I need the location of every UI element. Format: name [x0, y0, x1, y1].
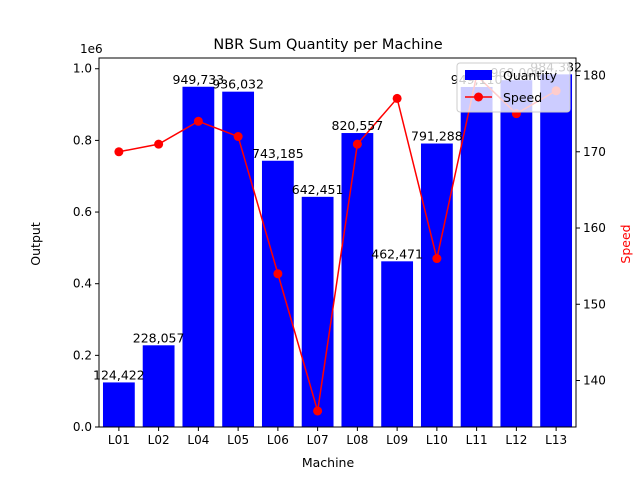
legend: Quantity Speed — [456, 62, 571, 113]
speed-point-L07 — [313, 406, 323, 416]
x-tick-label-L08: L08 — [346, 433, 368, 447]
bar-L13 — [540, 74, 573, 427]
bar-L10 — [420, 143, 453, 427]
y2-tick-label-3: 170 — [583, 145, 606, 159]
legend-swatch-speed-marker — [474, 92, 483, 102]
chart-title: NBR Sum Quantity per Machine — [213, 37, 442, 53]
bar-L05 — [222, 91, 255, 428]
y-tick-label-0: 0.0 — [73, 420, 92, 434]
x-axis-label: Machine — [302, 455, 355, 470]
speed-point-L08 — [352, 139, 362, 149]
data-label-L10: 791,288 — [411, 129, 463, 144]
data-label-L07: 642,451 — [292, 182, 344, 197]
data-label-L04: 949,733 — [173, 72, 225, 87]
y-tick-label-3: 0.6 — [73, 205, 92, 219]
bar-L08 — [341, 133, 374, 428]
speed-point-L01 — [114, 147, 124, 157]
x-tick-label-L10: L10 — [426, 433, 448, 447]
legend-label-speed: Speed — [503, 90, 542, 105]
data-label-L01: 124,422 — [93, 367, 145, 382]
y2-tick-label-0: 140 — [583, 373, 606, 387]
x-tick-label-L13: L13 — [545, 433, 567, 447]
bar-L04 — [182, 86, 215, 427]
data-label-L09: 462,471 — [371, 246, 423, 261]
x-tick-label-L04: L04 — [187, 433, 209, 447]
bar-L09 — [381, 261, 414, 427]
bars-group — [102, 74, 573, 428]
bar-L11 — [460, 86, 493, 428]
legend-swatch-quantity — [465, 70, 492, 80]
y2-tick-label-1: 150 — [583, 297, 606, 311]
y2-ticks-group: 140 150 160 170 180 — [576, 69, 606, 387]
x-tick-label-L01: L01 — [108, 433, 130, 447]
y-tick-label-1: 0.2 — [73, 348, 92, 362]
y-axis-label: Output — [28, 222, 43, 266]
bar-L12 — [500, 80, 533, 428]
axes-group — [98, 57, 577, 428]
plot-frame — [98, 57, 577, 428]
x-tick-label-L05: L05 — [227, 433, 249, 447]
y2-tick-label-2: 160 — [583, 221, 606, 235]
bar-L06 — [261, 160, 294, 427]
x-tick-label-L06: L06 — [267, 433, 289, 447]
speed-point-L04 — [193, 116, 203, 126]
speed-point-L06 — [273, 269, 283, 279]
data-label-L08: 820,557 — [332, 118, 384, 133]
y-tick-label-5: 1.0 — [73, 62, 92, 76]
y-ticks-group: 0.0 0.2 0.4 0.6 0.8 1.0 — [73, 62, 99, 434]
y-tick-label-2: 0.4 — [73, 277, 92, 291]
y-offset-label: 1e6 — [80, 42, 103, 56]
data-label-L06: 743,185 — [252, 146, 304, 161]
data-label-L05: 936,032 — [212, 77, 264, 92]
x-tick-label-L12: L12 — [505, 433, 527, 447]
data-label-L02: 228,057 — [133, 330, 185, 345]
legend-label-quantity: Quantity — [503, 68, 558, 83]
x-tick-label-L09: L09 — [386, 433, 408, 447]
speed-point-L09 — [392, 93, 402, 103]
x-tick-label-L02: L02 — [148, 433, 170, 447]
x-ticks-group: L01 L02 L04 L05 L06 L07 L08 L09 L10 L11 L12 L13 — [108, 427, 567, 447]
bar-L07 — [301, 196, 334, 427]
y2-tick-label-4: 180 — [583, 69, 606, 83]
x-tick-label-L07: L07 — [307, 433, 329, 447]
y2-axis-label: Speed — [618, 224, 633, 263]
y-tick-label-4: 0.8 — [73, 133, 92, 147]
bar-L01 — [102, 382, 135, 427]
speed-point-L02 — [154, 139, 164, 149]
speed-point-L05 — [233, 132, 243, 142]
bar-L02 — [142, 345, 175, 427]
x-tick-label-L11: L11 — [466, 433, 488, 447]
speed-point-L10 — [432, 254, 442, 264]
